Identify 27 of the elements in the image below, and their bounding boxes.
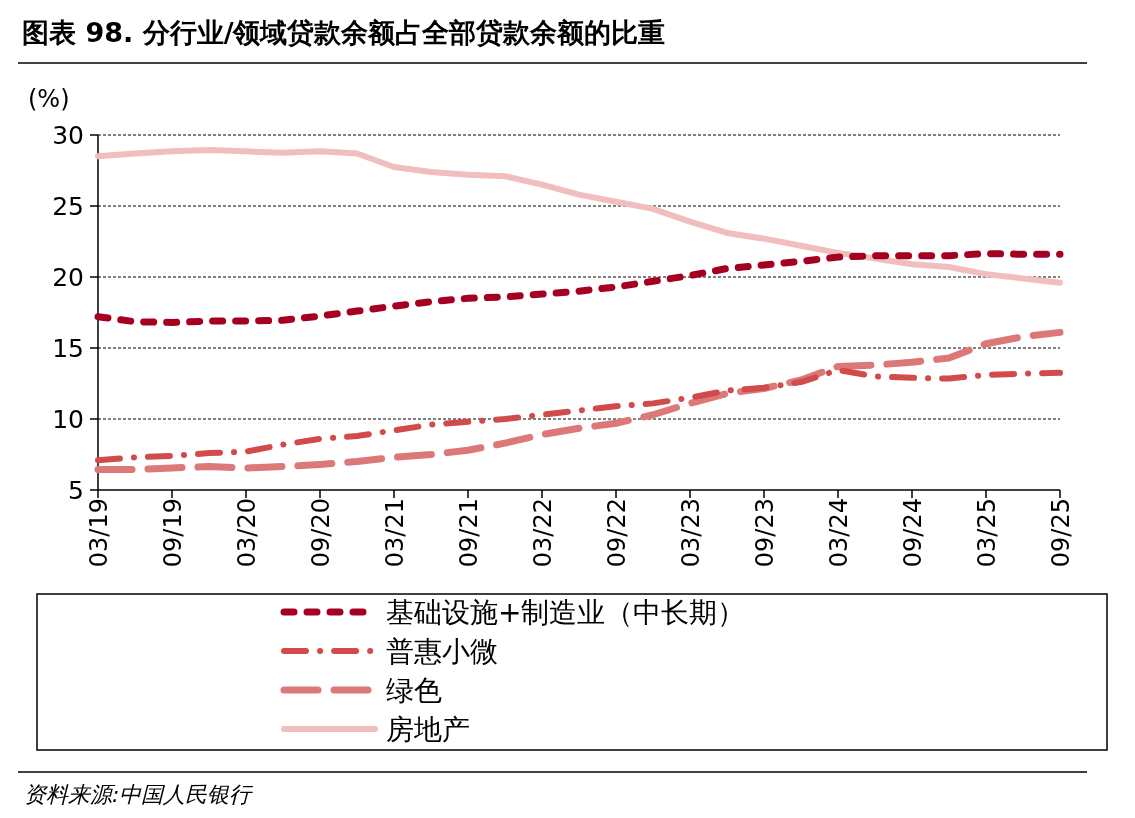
ylabel: (%) [28, 85, 70, 113]
legend-label: 绿色 [386, 674, 442, 707]
x-tick-label: 03/22 [529, 498, 557, 568]
x-tick-label: 09/24 [899, 498, 927, 568]
x-tick-label: 09/22 [603, 498, 631, 568]
title: 图表 98. 分行业/领域贷款余额占全部贷款余额的比重 [22, 17, 666, 48]
legend-label: 基础设施+制造业（中长期） [386, 596, 746, 629]
x-tick-label: 09/23 [751, 498, 779, 568]
y-tick-label: 25 [52, 192, 84, 221]
x-tick-label: 03/24 [825, 498, 853, 568]
x-tick-label: 03/21 [381, 498, 409, 568]
x-tick-label: 09/19 [159, 498, 187, 568]
x-tick-label: 09/21 [455, 498, 483, 568]
y-tick-label: 15 [52, 334, 84, 363]
y-tick-label: 20 [52, 263, 84, 292]
legend-label: 房地产 [386, 713, 470, 746]
y-tick-label: 30 [52, 121, 84, 150]
x-tick-label: 03/23 [677, 498, 705, 568]
annotation: 资料来源:中国人民银行 [24, 782, 252, 807]
legend-label: 普惠小微 [386, 635, 498, 668]
x-tick-label: 09/25 [1047, 498, 1075, 568]
y-tick-label: 5 [68, 476, 84, 505]
x-tick-label: 03/19 [85, 498, 113, 568]
x-tick-label: 09/20 [307, 498, 335, 568]
y-tick-label: 10 [52, 405, 84, 434]
x-tick-label: 03/20 [233, 498, 261, 568]
x-tick-label: 03/25 [973, 498, 1001, 568]
